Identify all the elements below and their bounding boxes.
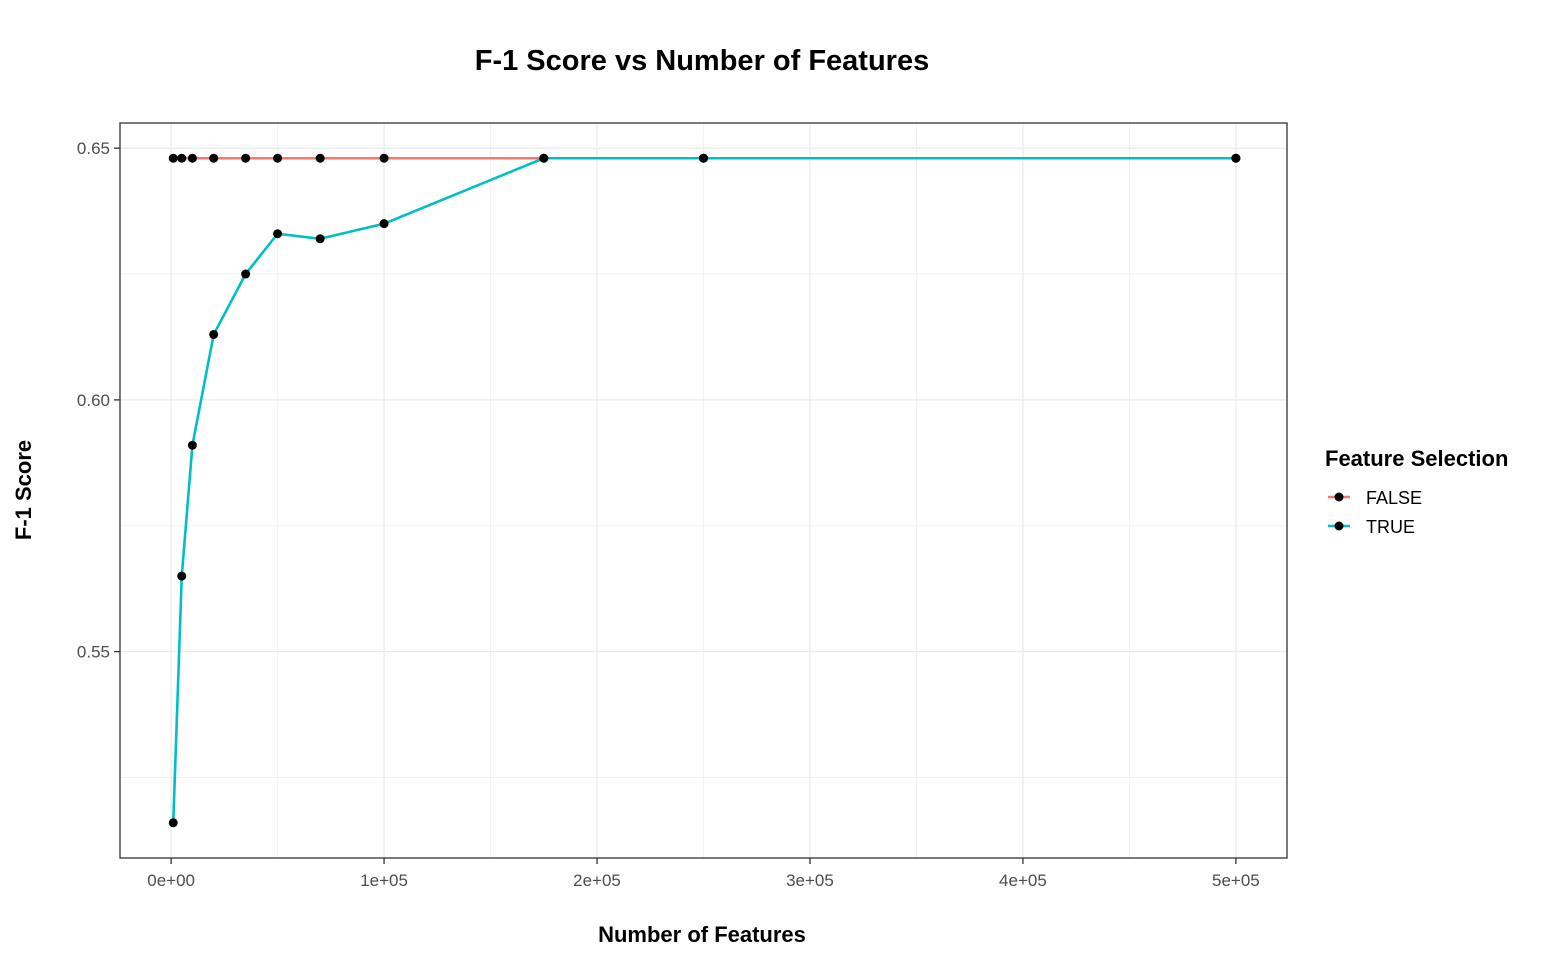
data-point-false [209,153,219,163]
data-point-true [379,219,389,229]
legend-label: FALSE [1366,488,1422,508]
x-tick-label: 5e+05 [1212,871,1260,890]
data-point-true [699,153,708,163]
legend-title: Feature Selection [1325,446,1508,471]
data-point-false [315,153,325,163]
x-axis-title: Number of Features [598,922,806,947]
y-axis: 0.55 0.60 0.65 [77,139,120,662]
x-tick-label: 0e+00 [147,871,195,890]
data-point-true [273,229,283,239]
data-point-true [209,329,219,339]
panel-border [119,122,1288,859]
x-axis: 0e+00 1e+05 2e+05 3e+05 4e+05 5e+05 [147,858,1260,890]
x-tick-label: 4e+05 [999,871,1047,890]
data-point-false [177,153,187,163]
x-tick-label: 2e+05 [573,871,621,890]
x-tick-label: 1e+05 [360,871,408,890]
data-point-true [241,269,251,279]
legend-key-point [1334,521,1344,531]
legend-key-point [1334,492,1344,502]
data-point-false [379,153,389,163]
legend-item-true: TRUE [1328,517,1415,537]
data-point-false [187,153,197,163]
data-point-true [187,440,197,450]
data-point-false [273,153,283,163]
data-point-true [539,153,549,163]
y-tick-label: 0.65 [77,139,110,158]
y-tick-label: 0.55 [77,643,110,662]
y-tick-label: 0.60 [77,391,110,410]
legend-item-false: FALSE [1328,488,1422,508]
data-point-false [168,153,178,163]
legend-items: FALSE TRUE [1328,488,1422,537]
y-axis-title: F-1 Score [11,440,36,540]
grid-minor [120,123,1287,858]
data-point-true [168,818,178,828]
chart-title: F-1 Score vs Number of Features [475,45,929,77]
data-point-true [1231,153,1241,163]
legend-label: TRUE [1366,517,1415,537]
data-point-true [177,571,187,581]
data-point-false [241,153,251,163]
data-point-true [315,234,325,244]
points-layer [168,153,1241,828]
grid-major [120,123,1287,858]
x-tick-label: 3e+05 [786,871,834,890]
legend: Feature Selection FALSE TRUE [1325,446,1508,537]
